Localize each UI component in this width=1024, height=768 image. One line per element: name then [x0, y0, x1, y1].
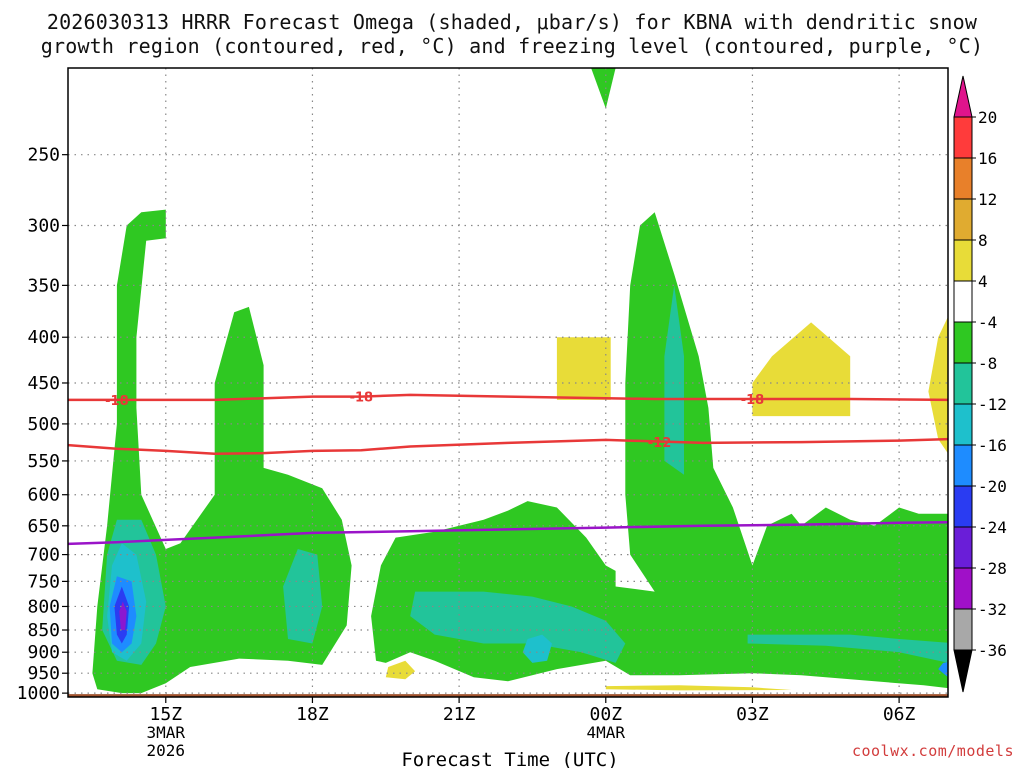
colorbar-label-9: -20	[978, 477, 1007, 496]
colorbar-label-10: -24	[978, 518, 1007, 537]
omega-yellow-sliver	[605, 685, 792, 691]
colorbar-label-13: -36	[978, 641, 1007, 660]
omega-green-top	[591, 68, 616, 109]
colorbar-label-3: 8	[978, 231, 988, 250]
y-tick-label-750: 750	[27, 571, 60, 592]
colorbar-swatch-1	[953, 157, 973, 200]
y-tick-label-900: 900	[27, 642, 60, 663]
colorbar-swatch-4	[953, 280, 973, 323]
omega-teal-east	[747, 634, 948, 663]
colorbar-swatch-11	[953, 567, 973, 610]
y-tick-label-600: 600	[27, 485, 60, 506]
x-tick-label-03Z: 03Z	[736, 704, 769, 725]
y-tick-label-1000: 1000	[17, 683, 60, 704]
contour-layer: -18 -18 -18 -12	[68, 391, 948, 546]
omega-shading-layer	[68, 68, 948, 697]
colorbar-swatch-6	[953, 362, 973, 405]
y-tick-label-450: 450	[27, 373, 60, 394]
y-tick-label-850: 850	[27, 620, 60, 641]
x-axis-label: Forecast Time (UTC)	[401, 749, 618, 768]
colorbar-label-11: -28	[978, 559, 1007, 578]
colorbar-label-4: 4	[978, 272, 988, 291]
omega-green-region-east	[371, 212, 948, 689]
omega-yellow-patch-c	[928, 316, 948, 454]
x-tick-sublabel-2026: 2026	[147, 741, 186, 760]
grid-layer	[68, 68, 948, 697]
y-tick-label-800: 800	[27, 596, 60, 617]
colorbar-top-arrow	[953, 75, 973, 118]
chart-title-line-2: growth region (contoured, red, °C) and f…	[40, 34, 984, 58]
x-tick-sublabel-4MAR: 4MAR	[587, 723, 626, 742]
x-tick-label-15Z: 15Z	[150, 704, 183, 725]
chart-title-line-1: 2026030313 HRRR Forecast Omega (shaded, …	[46, 10, 978, 34]
omega-yellow-patch-b	[752, 322, 851, 417]
colorbar-swatch-0	[953, 116, 973, 159]
x-tick-label-18Z: 18Z	[296, 704, 329, 725]
colorbar-label-1: 16	[978, 149, 997, 168]
y-tick-label-400: 400	[27, 327, 60, 348]
contour-line-0C	[68, 520, 948, 546]
contour-line--18C	[68, 393, 948, 402]
omega-teal-column	[664, 285, 684, 475]
colorbar-swatch-7	[953, 403, 973, 446]
x-tick-label-06Z: 06Z	[883, 704, 916, 725]
y-tick-label-700: 700	[27, 545, 60, 566]
colorbar-swatch-8	[953, 444, 973, 487]
omega-yellow-patch-d	[385, 660, 416, 680]
colorbar-swatch-2	[953, 198, 973, 241]
omega-cyan-center	[522, 634, 552, 663]
y-tick-label-500: 500	[27, 414, 60, 435]
colorbar-label-2: 12	[978, 190, 997, 209]
y-tick-label-300: 300	[27, 215, 60, 236]
x-tick-sublabel-3MAR: 3MAR	[147, 723, 186, 742]
colorbar-label-12: -32	[978, 600, 1007, 619]
contour-label-3: -12	[648, 436, 672, 451]
colorbar-swatch-3	[953, 239, 973, 282]
x-tick-label-00Z: 00Z	[590, 704, 623, 725]
colorbar-label-5: -4	[978, 313, 997, 332]
contour-label-2: -18	[741, 393, 765, 408]
colorbar: 20 16 12 8 4 -4 -8 -12 -16 -20 -24 -28 -32 -36	[953, 75, 1007, 693]
ground-surface	[68, 694, 948, 697]
contour-line--12C	[68, 437, 948, 456]
colorbar-label-6: -8	[978, 354, 997, 373]
omega-yellow-patch-a	[556, 337, 611, 400]
axes-layer: 2503003504004505005506006507007508008509…	[17, 145, 916, 760]
colorbar-label-0: 20	[978, 108, 997, 127]
omega-purple-core	[119, 601, 127, 630]
colorbar-label-8: -16	[978, 436, 1007, 455]
colorbar-bottom-arrow	[953, 649, 973, 693]
site-credit: coolwx.com/models	[851, 742, 1014, 760]
contour-label-0: -18	[105, 394, 129, 409]
y-tick-label-350: 350	[27, 275, 60, 296]
colorbar-swatch-12	[953, 608, 973, 651]
colorbar-label-7: -12	[978, 395, 1007, 414]
x-tick-label-21Z: 21Z	[443, 704, 476, 725]
colorbar-swatch-10	[953, 526, 973, 569]
colorbar-swatch-5	[953, 321, 973, 364]
omega-teal-midwest	[283, 549, 323, 644]
y-tick-label-550: 550	[27, 451, 60, 472]
y-tick-label-950: 950	[27, 663, 60, 684]
y-tick-label-250: 250	[27, 145, 60, 166]
y-tick-label-650: 650	[27, 516, 60, 537]
colorbar-swatch-9	[953, 485, 973, 528]
omega-teal-center	[410, 591, 626, 663]
contour-label-1: -18	[350, 391, 374, 406]
